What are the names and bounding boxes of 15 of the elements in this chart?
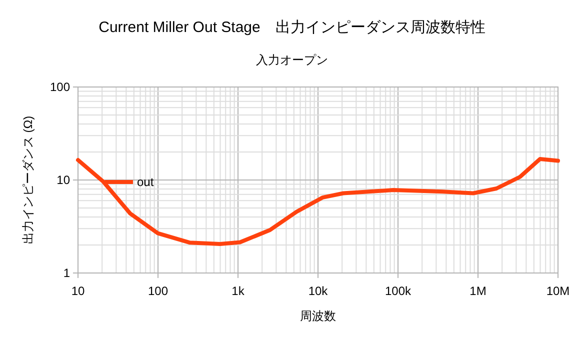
y-axis-title: 出力インピーダンス (Ω) <box>21 116 35 244</box>
x-tick-label: 1k <box>232 284 246 298</box>
x-axis-title: 周波数 <box>300 309 336 323</box>
y-tick-label: 10 <box>56 173 70 187</box>
x-tick-label: 10k <box>308 284 329 298</box>
legend-label: out <box>137 175 154 189</box>
x-tick-label: 100k <box>384 284 412 298</box>
chart-title: Current Miller Out Stage 出力インピーダンス周波数特性 <box>98 19 486 36</box>
chart-subtitle: 入力オープン <box>256 53 328 67</box>
y-tick-label: 1 <box>63 266 70 280</box>
x-tick-label: 10M <box>546 284 570 298</box>
x-tick-label: 100 <box>148 284 168 298</box>
y-tick-label: 100 <box>50 80 70 94</box>
x-tick-label: 1M <box>470 284 486 298</box>
x-tick-label: 10 <box>71 284 85 298</box>
